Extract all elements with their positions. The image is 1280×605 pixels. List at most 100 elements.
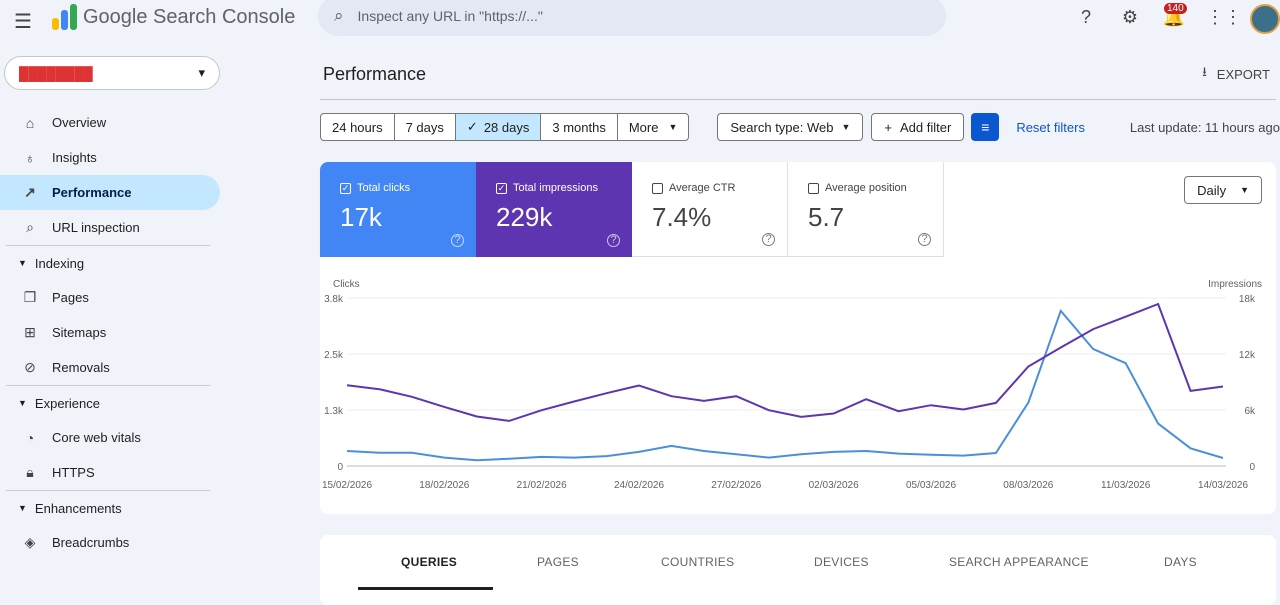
property-selector[interactable]: ████████ ▾ <box>4 56 220 90</box>
tab-queries[interactable]: QUERIES <box>401 555 458 569</box>
y-right-tick: 6k <box>1244 406 1256 417</box>
label: Performance <box>52 185 132 200</box>
logo[interactable]: Google Search Console <box>52 4 295 30</box>
help-icon[interactable]: ? <box>918 233 931 246</box>
x-tick: 21/02/2026 <box>517 480 567 491</box>
download-icon: ⭳ <box>1202 64 1207 79</box>
checkbox-checked-icon: ✓ <box>340 182 351 194</box>
avatar[interactable] <box>1250 4 1280 34</box>
metric-total-impressions[interactable]: ✓ Total impressions 229k? <box>476 162 632 257</box>
range-28d[interactable]: ✓ 28 days <box>455 114 542 140</box>
metric-average-ctr[interactable]: Average CTR 7.4%? <box>632 162 788 257</box>
sidebar-item-breadcrumbs[interactable]: ◈ Breadcrumbs <box>0 525 220 560</box>
x-tick: 24/02/2026 <box>614 480 664 491</box>
y-right-tick: 0 <box>1249 462 1255 473</box>
logo-icon <box>52 4 77 30</box>
home-icon: ⌂ <box>25 114 35 131</box>
section-experience[interactable]: ▼ Experience <box>6 385 210 420</box>
value: 5.7 <box>808 202 845 232</box>
bulb-icon: ♁ <box>24 149 36 166</box>
checkbox-icon <box>808 182 819 194</box>
filter-bar: 24 hours 7 days ✓ 28 days 3 months More ▼ … <box>320 113 1280 141</box>
y-left-tick: 2.5k <box>324 350 344 361</box>
y-left-tick: 1.3k <box>324 406 344 417</box>
series-line-impressions <box>346 302 1224 422</box>
users-settings-icon[interactable]: ⚙ <box>1121 7 1139 27</box>
label: Experience <box>34 395 100 411</box>
metric-total-clicks[interactable]: ✓ Total clicks 17k? <box>320 162 476 257</box>
active-tab-indicator <box>358 587 493 590</box>
tab-countries[interactable]: COUNTRIES <box>661 555 735 569</box>
sitemap-icon: ⊞ <box>24 324 36 340</box>
search-icon: ⌕ <box>26 219 34 235</box>
export-button[interactable]: ⭳ EXPORT <box>1202 63 1270 85</box>
label: Indexing <box>34 255 85 271</box>
sidebar-item-pages[interactable]: ❐ Pages <box>0 280 220 315</box>
performance-card: ✓ Total clicks 17k? ✓ Total impressions 229k… <box>320 162 1276 514</box>
y-right-tick: 12k <box>1239 350 1256 361</box>
layers-icon: ◈ <box>24 534 36 550</box>
help-icon[interactable]: ? <box>607 234 620 247</box>
reset-filters-link[interactable]: Reset filters <box>1016 119 1085 135</box>
sidebar-item-insights[interactable]: ♁ Insights <box>0 140 220 175</box>
x-tick: 08/03/2026 <box>1003 480 1053 491</box>
label: Pages <box>52 290 89 305</box>
checkbox-icon <box>652 182 663 194</box>
apps-grid-icon[interactable]: ⋮⋮ <box>1206 7 1242 27</box>
sidebar-item-performance[interactable]: ↗ Performance <box>0 175 220 210</box>
series-line-clicks <box>346 308 1224 462</box>
label: Average position <box>825 182 907 194</box>
label: Total clicks <box>357 182 411 194</box>
sidebar-item-url-inspection[interactable]: ⌕ URL inspection <box>0 210 220 245</box>
sidebar-item-overview[interactable]: ⌂ Overview <box>0 105 220 140</box>
sidebar-item-core-web-vitals[interactable]: ◔ Core web vitals <box>0 420 220 455</box>
notification-badge: 140 <box>1164 3 1187 14</box>
check-icon: ✓ <box>466 119 478 134</box>
search-type-dropdown[interactable]: Search type: Web ▼ <box>717 113 864 141</box>
tab-days[interactable]: DAYS <box>1164 555 1197 569</box>
caret-down-icon: ▼ <box>18 398 27 408</box>
add-filter-button[interactable]: + Add filter <box>871 113 965 141</box>
range-24h[interactable]: 24 hours <box>321 114 395 140</box>
section-indexing[interactable]: ▼ Indexing <box>6 245 210 280</box>
date-range-selector: 24 hours 7 days ✓ 28 days 3 months More ▼ <box>320 113 690 141</box>
performance-chart: Clicks Impressions 0 0 1.3k 6k 2.5k 12k 3.8k 18k 1… <box>322 279 1262 491</box>
help-icon[interactable]: ? <box>1080 7 1091 27</box>
app-title: Google Search Console <box>83 5 296 28</box>
menu-icon[interactable]: ☰ <box>14 11 32 33</box>
x-tick: 18/02/2026 <box>419 480 469 491</box>
label: Add filter <box>900 119 952 135</box>
tab-devices[interactable]: DEVICES <box>814 555 869 569</box>
range-7d[interactable]: 7 days <box>395 114 456 140</box>
granularity-dropdown[interactable]: Daily ▼ <box>1184 176 1262 204</box>
property-name: ████████ <box>19 65 93 81</box>
pages-icon: ❐ <box>23 289 37 305</box>
caret-down-icon: ▼ <box>668 122 678 132</box>
sidebar-item-removals[interactable]: ⊘ Removals <box>0 350 220 385</box>
filter-settings-icon[interactable]: ≡ <box>971 113 1000 141</box>
value: 17k <box>340 202 382 232</box>
tab-search-appearance[interactable]: SEARCH APPEARANCE <box>949 555 1089 569</box>
range-3m[interactable]: 3 months <box>541 114 618 140</box>
bell-icon[interactable]: 🔔 140 <box>1162 3 1187 27</box>
range-more[interactable]: More ▼ <box>618 114 689 140</box>
value: 7.4% <box>652 202 712 232</box>
sidebar-item-https[interactable]: 🔒︎ HTTPS <box>0 455 220 490</box>
label: URL inspection <box>52 220 140 235</box>
help-icon[interactable]: ? <box>762 233 775 246</box>
section-enhancements[interactable]: ▼ Enhancements <box>6 490 210 525</box>
metric-average-position[interactable]: Average position 5.7? <box>788 162 944 257</box>
caret-down-icon: ▼ <box>18 503 27 513</box>
label: HTTPS <box>52 465 95 480</box>
y-left-tick: 0 <box>337 462 343 473</box>
lock-icon: 🔒︎ <box>26 464 34 480</box>
trend-icon: ↗ <box>24 184 36 200</box>
sidebar-item-sitemaps[interactable]: ⊞ Sitemaps <box>0 315 220 350</box>
help-icon[interactable]: ? <box>451 234 464 247</box>
label: More <box>628 119 659 135</box>
tab-pages[interactable]: PAGES <box>537 555 579 569</box>
url-inspect-search[interactable]: ⌕ Inspect any URL in "https://..." <box>318 0 946 36</box>
chevron-down-icon: ▾ <box>198 65 205 80</box>
top-bar: ☰ Google Search Console ⌕ Inspect any UR… <box>0 0 1280 40</box>
x-tick: 15/02/2026 <box>322 480 372 491</box>
